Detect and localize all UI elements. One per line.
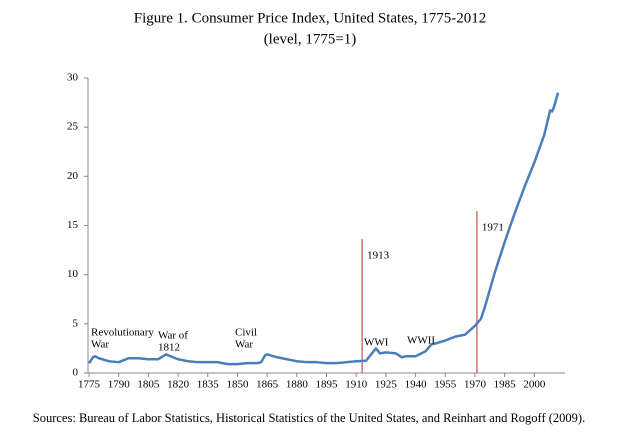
event-label: 1971: [482, 222, 504, 234]
annotation: WWII: [407, 335, 435, 347]
x-tick-label: 1775: [78, 379, 101, 391]
x-tick-label: 1925: [375, 379, 398, 391]
chart-subtitle: (level, 1775=1): [264, 31, 357, 47]
cpi-line: [87, 92, 560, 366]
y-tick-label: 10: [67, 268, 79, 280]
x-tick-label: 1985: [494, 379, 517, 391]
x-tick-label: 1880: [286, 379, 309, 391]
x-tick-label: 1955: [434, 379, 457, 391]
x-tick-label: 1910: [345, 379, 368, 391]
annotation: Revolutionary: [91, 327, 154, 339]
annotation: Civil: [235, 327, 257, 339]
annotation: War: [91, 339, 109, 351]
x-tick-label: 1940: [405, 379, 428, 391]
x-tick-label: 2000: [523, 379, 546, 391]
x-tick-label: 1850: [226, 379, 249, 391]
annotation: 1812: [158, 342, 180, 354]
y-tick-label: 30: [67, 72, 79, 84]
x-tick-label: 1895: [316, 379, 339, 391]
source-note: Sources: Bureau of Labor Statistics, His…: [33, 411, 585, 425]
x-tick-label: 1835: [197, 379, 220, 391]
x-tick-label: 1820: [167, 379, 190, 391]
y-tick-label: 0: [73, 367, 79, 379]
chart-title: Figure 1. Consumer Price Index, United S…: [134, 10, 486, 26]
x-tick-label: 1805: [137, 379, 160, 391]
event-label: 1913: [367, 250, 390, 262]
annotation: War of: [158, 330, 188, 342]
annotation: War: [235, 339, 253, 351]
x-tick-label: 1790: [108, 379, 131, 391]
y-tick-label: 20: [67, 170, 79, 182]
y-tick-label: 15: [67, 219, 79, 231]
annotation: WWI: [364, 337, 389, 349]
y-tick-label: 25: [67, 121, 79, 133]
x-tick-label: 1970: [464, 379, 487, 391]
x-tick-label: 1865: [256, 379, 279, 391]
y-tick-label: 5: [73, 317, 79, 329]
